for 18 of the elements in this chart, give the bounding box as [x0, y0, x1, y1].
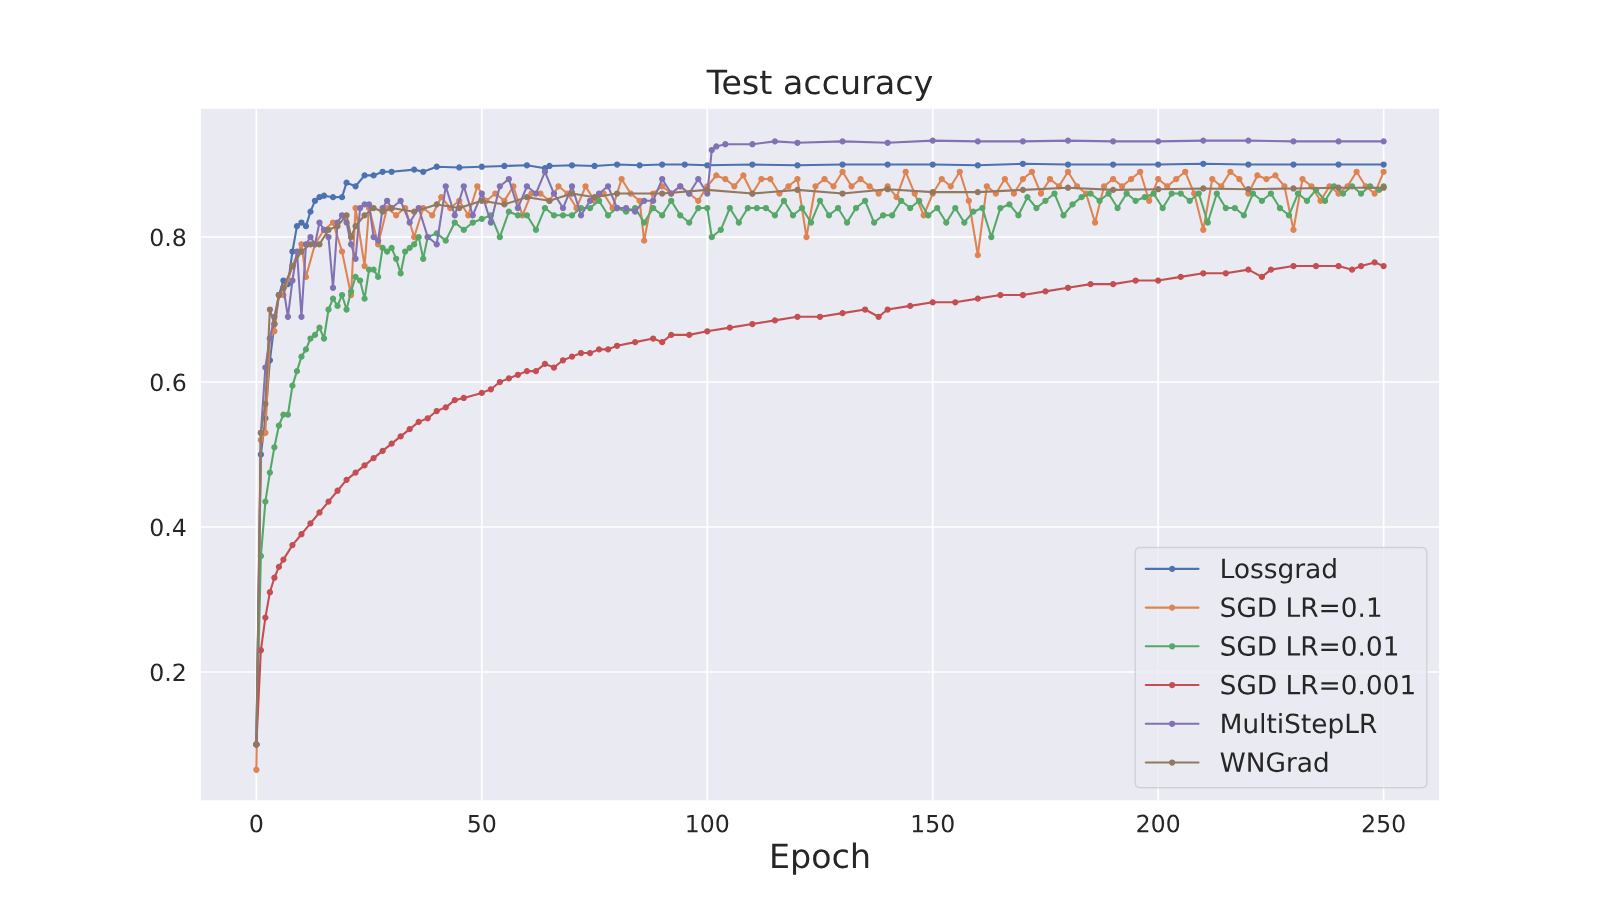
- x-tick-label: 250: [1362, 814, 1405, 833]
- chart-title: Test accuracy: [706, 69, 933, 102]
- x-tick-label: 0: [250, 814, 263, 833]
- x-axis-title: Epoch: [772, 842, 869, 875]
- y-tick-label: 0.6: [150, 373, 186, 392]
- legend-label: SGD LR=0.1: [1221, 597, 1381, 618]
- legend-label: SGD LR=0.01: [1221, 635, 1398, 656]
- y-tick-label: 0.2: [150, 663, 185, 682]
- legend-label: SGD LR=0.001: [1221, 674, 1414, 695]
- x-tick-label: 200: [1137, 814, 1180, 833]
- x-tick-label: 150: [912, 814, 954, 833]
- legend-label: WNGrad: [1220, 751, 1328, 773]
- legend-label: MultiStepLR: [1222, 712, 1377, 739]
- x-tick-label: 100: [687, 814, 729, 833]
- y-tick-label: 0.8: [150, 228, 186, 247]
- x-tick-label: 50: [468, 814, 496, 833]
- legend-label: Lossgrad: [1222, 558, 1336, 584]
- y-tick-label: 0.4: [150, 518, 186, 537]
